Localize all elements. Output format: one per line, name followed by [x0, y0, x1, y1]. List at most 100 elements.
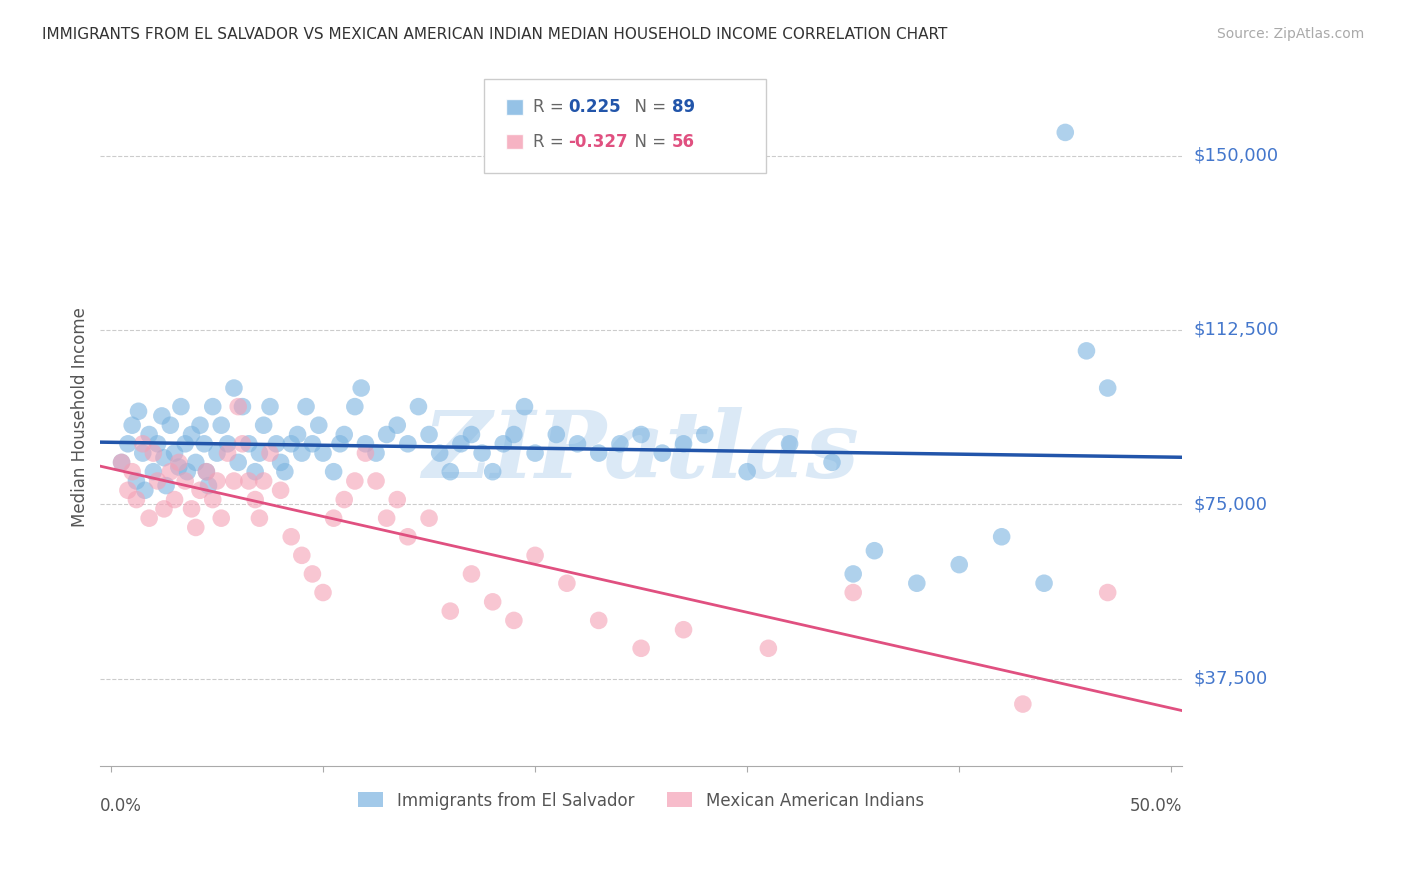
Point	[259, 400, 281, 414]
Point	[312, 446, 335, 460]
Point	[387, 492, 409, 507]
Point	[513, 400, 536, 414]
Point	[672, 437, 695, 451]
Point	[779, 437, 801, 451]
Point	[301, 566, 323, 581]
Point	[163, 446, 186, 460]
Point	[905, 576, 928, 591]
Point	[1097, 381, 1119, 395]
Point	[197, 478, 219, 492]
FancyBboxPatch shape	[506, 99, 523, 114]
Point	[502, 614, 524, 628]
Text: ZIPatlas: ZIPatlas	[423, 407, 859, 497]
Point	[1054, 125, 1077, 139]
Point	[138, 511, 160, 525]
Point	[524, 549, 547, 563]
Point	[209, 511, 232, 525]
Point	[132, 446, 155, 460]
Point	[322, 465, 344, 479]
Point	[429, 446, 451, 460]
Point	[110, 455, 132, 469]
Point	[110, 455, 132, 469]
Point	[270, 455, 292, 469]
Point	[693, 427, 716, 442]
Point	[193, 437, 215, 451]
Point	[138, 427, 160, 442]
Point	[125, 474, 148, 488]
Point	[502, 427, 524, 442]
Text: $75,000: $75,000	[1194, 495, 1267, 513]
FancyBboxPatch shape	[506, 134, 523, 149]
Point	[387, 418, 409, 433]
Point	[142, 446, 165, 460]
Point	[396, 530, 419, 544]
Point	[343, 400, 366, 414]
Point	[176, 465, 198, 479]
Point	[274, 465, 297, 479]
Point	[128, 404, 150, 418]
Text: IMMIGRANTS FROM EL SALVADOR VS MEXICAN AMERICAN INDIAN MEDIAN HOUSEHOLD INCOME C: IMMIGRANTS FROM EL SALVADOR VS MEXICAN A…	[42, 27, 948, 42]
Point	[150, 409, 173, 423]
Point	[195, 465, 218, 479]
Point	[418, 427, 440, 442]
Point	[184, 520, 207, 534]
Point	[471, 446, 494, 460]
Point	[132, 437, 155, 451]
Point	[180, 427, 202, 442]
Point	[146, 474, 169, 488]
FancyBboxPatch shape	[484, 79, 765, 173]
Y-axis label: Median Household Income: Median Household Income	[72, 307, 89, 527]
Point	[180, 501, 202, 516]
Point	[364, 446, 387, 460]
Point	[322, 511, 344, 525]
Text: $37,500: $37,500	[1194, 670, 1267, 688]
Text: 50.0%: 50.0%	[1129, 797, 1182, 815]
Point	[117, 437, 139, 451]
Point	[588, 446, 610, 460]
Point	[238, 437, 260, 451]
Point	[125, 492, 148, 507]
Point	[609, 437, 631, 451]
Point	[301, 437, 323, 451]
Point	[364, 474, 387, 488]
Point	[492, 437, 515, 451]
Point	[408, 400, 430, 414]
Point	[524, 446, 547, 460]
Legend: Immigrants from El Salvador, Mexican American Indians: Immigrants from El Salvador, Mexican Ame…	[359, 791, 924, 810]
Point	[238, 474, 260, 488]
Point	[280, 437, 302, 451]
Point	[1011, 697, 1033, 711]
Point	[253, 418, 276, 433]
Point	[222, 381, 245, 395]
Point	[205, 474, 228, 488]
Point	[567, 437, 589, 451]
Point	[948, 558, 970, 572]
Point	[231, 437, 253, 451]
Point	[231, 400, 253, 414]
Text: -0.327: -0.327	[568, 133, 627, 151]
Point	[243, 465, 266, 479]
Point	[375, 511, 398, 525]
Point	[217, 446, 239, 460]
Point	[243, 492, 266, 507]
Point	[201, 492, 224, 507]
Point	[195, 465, 218, 479]
Point	[247, 446, 270, 460]
Point	[333, 427, 356, 442]
Point	[222, 474, 245, 488]
Point	[226, 455, 249, 469]
Point	[308, 418, 330, 433]
Point	[842, 566, 865, 581]
Text: $112,500: $112,500	[1194, 321, 1278, 339]
Point	[439, 604, 461, 618]
Point	[354, 437, 377, 451]
Point	[121, 418, 143, 433]
Point	[460, 566, 482, 581]
Text: N =: N =	[624, 98, 672, 116]
Point	[555, 576, 578, 591]
Point	[142, 465, 165, 479]
Text: R =: R =	[533, 133, 569, 151]
Point	[291, 446, 314, 460]
Point	[163, 492, 186, 507]
Point	[121, 465, 143, 479]
